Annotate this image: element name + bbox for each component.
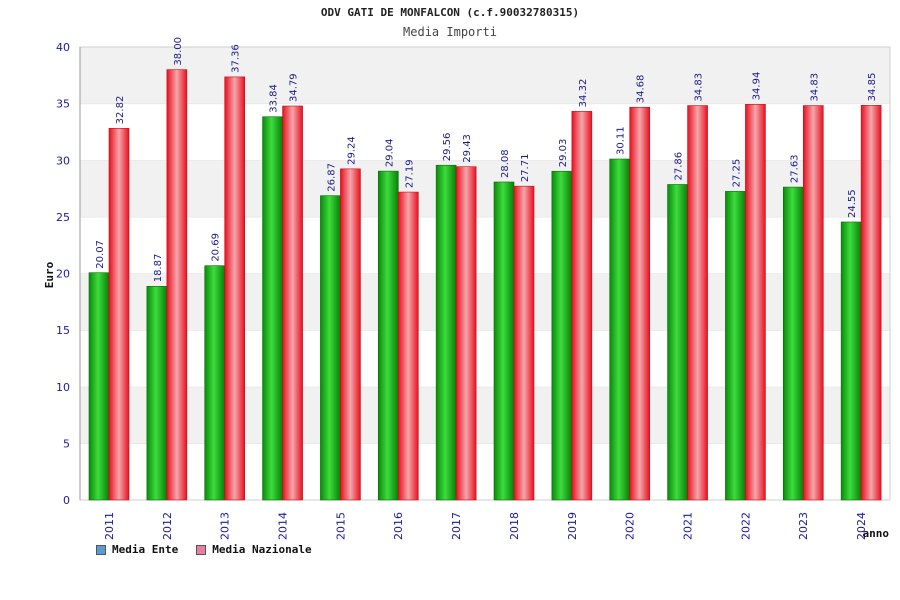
bar-media-ente-2013 [204,265,226,501]
bar-media-nazionale-2017 [455,166,477,501]
bar-value-label: 34.83 [694,73,705,102]
x-tick-label: 2017 [450,512,463,540]
grid-band [80,330,890,387]
bar-value-label: 29.43 [462,134,473,163]
bar-value-label: 27.63 [789,154,800,183]
bar-value-label: 32.82 [115,96,126,125]
legend-label-media-ente: Media Ente [112,543,179,556]
y-tick-label: 25 [56,211,70,224]
x-tick-label: 2014 [277,512,290,540]
legend-item-media-ente: Media Ente [96,543,178,556]
bar-media-ente-2024 [840,221,862,501]
chart-title: ODV GATI DE MONFALCON (c.f.90032780315) [320,6,580,19]
bar-media-nazionale-2019 [571,111,593,501]
bar-media-ente-2020 [609,158,631,501]
bar-media-ente-2018 [493,181,515,501]
bar-value-label: 27.71 [520,154,531,183]
bar-media-nazionale-2014 [282,105,303,501]
bar-media-nazionale-2023 [802,105,824,501]
bar-media-ente-2012 [146,285,168,501]
bar-value-label: 38.00 [173,37,184,66]
bar-media-ente-2021 [667,184,688,501]
x-tick-label: 2012 [161,512,174,540]
legend-swatch-media-nazionale [196,544,207,555]
bar-value-label: 29.56 [442,133,453,162]
legend-item-media-nazionale: Media Nazionale [196,543,312,556]
legend-swatch-media-ente [96,544,106,555]
bar-media-nazionale-2011 [108,128,130,501]
bar-media-ente-2017 [435,164,457,501]
bar-value-label: 37.36 [231,44,242,73]
bar-value-label: 34.68 [636,75,647,104]
bar-value-label: 34.83 [809,73,820,102]
bar-media-ente-2011 [88,272,110,501]
bar-value-label: 29.04 [384,138,395,167]
bar-media-nazionale-2016 [397,191,419,501]
x-tick-label: 2016 [392,512,405,540]
grid-band [80,160,890,217]
bar-media-nazionale-2020 [629,106,651,501]
bar-value-label: 28.08 [500,149,511,178]
bar-value-label: 24.55 [847,189,858,218]
bar-value-label: 27.86 [674,152,685,181]
bar-media-ente-2022 [725,191,746,501]
bar-media-ente-2016 [377,170,399,501]
chart-legend: Media Ente Media Nazionale [96,543,312,556]
bar-media-ente-2014 [262,116,283,501]
bar-value-label: 33.84 [269,84,280,113]
x-tick-label: 2011 [103,512,116,540]
y-axis-label: Euro [43,261,56,288]
bar-value-label: 29.03 [558,139,569,168]
bar-value-label: 34.85 [867,73,878,102]
y-tick-label: 0 [63,494,70,507]
bar-value-label: 20.69 [211,233,222,262]
bar-value-label: 18.87 [153,254,164,283]
bar-value-label: 27.19 [404,159,415,188]
bar-media-nazionale-2021 [687,105,708,501]
bar-media-nazionale-2022 [745,104,766,501]
y-tick-label: 35 [56,98,70,111]
grid-band [80,443,890,500]
bar-value-label: 29.24 [346,136,357,165]
y-tick-label: 20 [56,268,70,281]
bar-value-label: 34.79 [289,73,300,102]
bar-media-nazionale-2012 [166,69,188,501]
y-tick-label: 15 [56,324,70,337]
bar-media-nazionale-2024 [860,105,882,501]
bar-value-label: 30.11 [616,126,627,155]
grid-band [80,47,890,104]
bar-value-label: 26.87 [326,163,337,192]
bar-value-label: 34.94 [751,72,762,101]
y-tick-label: 5 [63,437,70,450]
grid-band [80,103,890,161]
legend-label-media-nazionale: Media Nazionale [212,543,312,556]
bar-media-ente-2019 [551,170,573,501]
y-tick-label: 30 [56,154,70,167]
bar-media-ente-2015 [320,195,341,501]
chart-subtitle: Media Importi [403,25,497,39]
x-tick-label: 2020 [624,512,637,540]
x-tick-label: 2023 [797,512,810,540]
grid-band [80,273,890,331]
grid-band [80,216,890,274]
y-tick-label: 10 [56,381,70,394]
bar-value-label: 20.07 [95,240,106,269]
bar-media-nazionale-2018 [513,185,535,501]
bar-value-label: 34.32 [578,79,589,108]
grid-band [80,386,890,444]
x-tick-label: 2024 [855,512,868,540]
bar-value-label: 27.25 [731,159,742,188]
x-axis-label: anno [863,527,890,540]
x-tick-label: 2018 [508,512,521,540]
bar-media-ente-2023 [782,186,804,501]
x-tick-label: 2019 [566,512,579,540]
x-tick-label: 2013 [219,512,232,540]
x-tick-label: 2015 [334,512,347,540]
x-tick-label: 2021 [682,512,695,540]
bar-media-nazionale-2015 [340,168,361,501]
y-tick-label: 40 [56,41,70,54]
x-tick-label: 2022 [739,512,752,540]
bar-media-nazionale-2013 [224,76,246,501]
